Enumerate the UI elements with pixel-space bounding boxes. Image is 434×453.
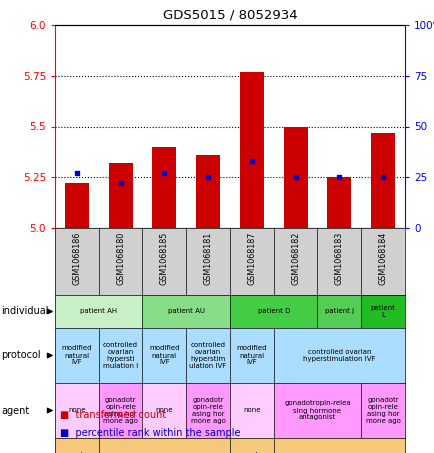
Text: none: none — [68, 408, 85, 414]
Text: patient J: patient J — [324, 308, 353, 314]
Text: cumulus
cells of
MII-morul
ae oocyt: cumulus cells of MII-morul ae oocyt — [60, 452, 93, 453]
Text: GSM1068183: GSM1068183 — [334, 231, 343, 284]
Title: GDS5015 / 8052934: GDS5015 / 8052934 — [162, 8, 296, 21]
Text: gonadotropin-relea
sing hormone
antagonist: gonadotropin-relea sing hormone antagoni… — [283, 400, 350, 420]
Text: controlled ovarian
hyperstimulation IVF: controlled ovarian hyperstimulation IVF — [302, 349, 375, 362]
Bar — [283, 126, 307, 228]
Text: gonadotr
opin-rele
asing hor
mone ago: gonadotr opin-rele asing hor mone ago — [103, 397, 138, 424]
Text: protocol: protocol — [1, 351, 41, 361]
Bar — [239, 72, 263, 228]
Text: none: none — [243, 408, 260, 414]
Text: gonadotr
opin-rele
asing hor
mone ago: gonadotr opin-rele asing hor mone ago — [190, 397, 225, 424]
Text: patient
L: patient L — [370, 305, 395, 318]
Text: GSM1068182: GSM1068182 — [290, 231, 299, 285]
Text: patient AU: patient AU — [168, 308, 204, 314]
Bar — [196, 155, 220, 228]
Text: GSM1068186: GSM1068186 — [72, 231, 81, 284]
Text: patient D: patient D — [257, 308, 289, 314]
Bar — [108, 163, 132, 228]
Text: controlled
ovarian
hypersti
mulation I: controlled ovarian hypersti mulation I — [103, 342, 138, 369]
Bar — [65, 183, 89, 228]
Text: none: none — [155, 408, 173, 414]
Text: controlled
ovarian
hyperstim
ulation IVF: controlled ovarian hyperstim ulation IVF — [189, 342, 226, 369]
Text: GSM1068187: GSM1068187 — [247, 231, 256, 285]
Bar — [327, 177, 351, 228]
Text: individual: individual — [1, 307, 49, 317]
Bar — [152, 147, 176, 228]
Text: GSM1068185: GSM1068185 — [160, 231, 168, 285]
Bar — [370, 133, 394, 228]
Text: ■  percentile rank within the sample: ■ percentile rank within the sample — [60, 428, 240, 438]
Text: modified
natural
IVF: modified natural IVF — [62, 346, 92, 366]
Text: modified
natural
IVF: modified natural IVF — [149, 346, 179, 366]
Text: cumulus
cells of
MII-morul
ae oocyt: cumulus cells of MII-morul ae oocyt — [235, 452, 268, 453]
Text: GSM1068180: GSM1068180 — [116, 231, 125, 284]
Text: ■  transformed count: ■ transformed count — [60, 410, 166, 420]
Text: patient AH: patient AH — [80, 308, 117, 314]
Text: modified
natural
IVF: modified natural IVF — [236, 346, 266, 366]
Text: GSM1068181: GSM1068181 — [203, 231, 212, 284]
Text: agent: agent — [1, 405, 30, 415]
Text: gonadotr
opin-rele
asing hor
mone ago: gonadotr opin-rele asing hor mone ago — [365, 397, 400, 424]
Text: GSM1068184: GSM1068184 — [378, 231, 387, 284]
